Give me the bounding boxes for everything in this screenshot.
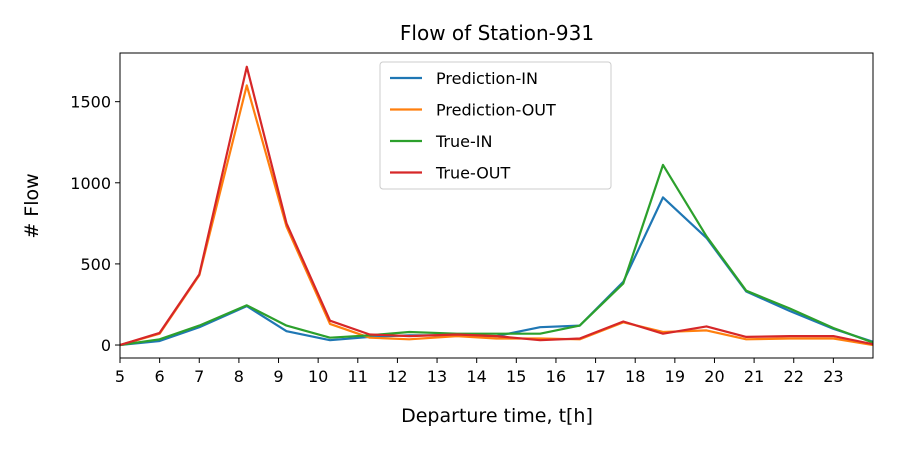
axes-frame: [119, 52, 874, 359]
series-line-true-out: [120, 65, 873, 347]
legend-label: True-IN: [435, 132, 492, 151]
y-tick-label: 500: [80, 255, 111, 274]
x-tick-label: 23: [823, 367, 843, 386]
x-tick-label: 19: [665, 367, 685, 386]
plot-area: 5 6 7 8 9 10 11 12 13 14 15 16 17 18 19 20 21 22 23 0 500 100…: [70, 52, 874, 386]
y-tick-label: 0: [101, 336, 111, 355]
x-tick-label: 21: [744, 367, 764, 386]
x-tick-label: 9: [273, 367, 283, 386]
x-tick-label: 12: [387, 367, 407, 386]
x-tick-label: 22: [784, 367, 804, 386]
legend-box: [379, 61, 612, 190]
legend-item: True-IN: [390, 132, 492, 151]
y-tick-label: 1500: [70, 93, 111, 112]
x-axis-label: Departure time, t[h]: [401, 405, 593, 427]
x-tick-label: 20: [704, 367, 724, 386]
legend-item: Prediction-OUT: [390, 101, 556, 120]
y-axis-label: # Flow: [21, 173, 43, 238]
legend: Prediction-IN Prediction-OUT True-IN True-O…: [379, 61, 612, 190]
series-line-true-in: [120, 163, 873, 347]
legend-label: Prediction-IN: [436, 69, 538, 88]
x-tick-label: 15: [506, 367, 526, 386]
legend-item: True-OUT: [390, 164, 511, 183]
legend-label: Prediction-OUT: [436, 101, 556, 120]
series-lines: [120, 65, 873, 347]
x-tick-label: 18: [625, 367, 645, 386]
series-line-prediction-in: [120, 196, 873, 347]
x-tick-label: 17: [585, 367, 605, 386]
legend-label: True-OUT: [435, 164, 511, 183]
series-line-prediction-out: [120, 84, 873, 347]
x-tick-label: 8: [234, 367, 244, 386]
x-tick-label: 7: [194, 367, 204, 386]
x-tick-label: 14: [467, 367, 487, 386]
x-tick-label: 6: [155, 367, 165, 386]
chart-title: Flow of Station-931: [400, 21, 594, 45]
x-tick-label: 5: [115, 367, 125, 386]
x-tick-label: 11: [348, 367, 368, 386]
legend-item: Prediction-IN: [390, 69, 538, 88]
x-tick-label: 13: [427, 367, 447, 386]
y-tick-label: 1000: [70, 174, 111, 193]
x-tick-label: 16: [546, 367, 566, 386]
x-tick-label: 10: [308, 367, 328, 386]
